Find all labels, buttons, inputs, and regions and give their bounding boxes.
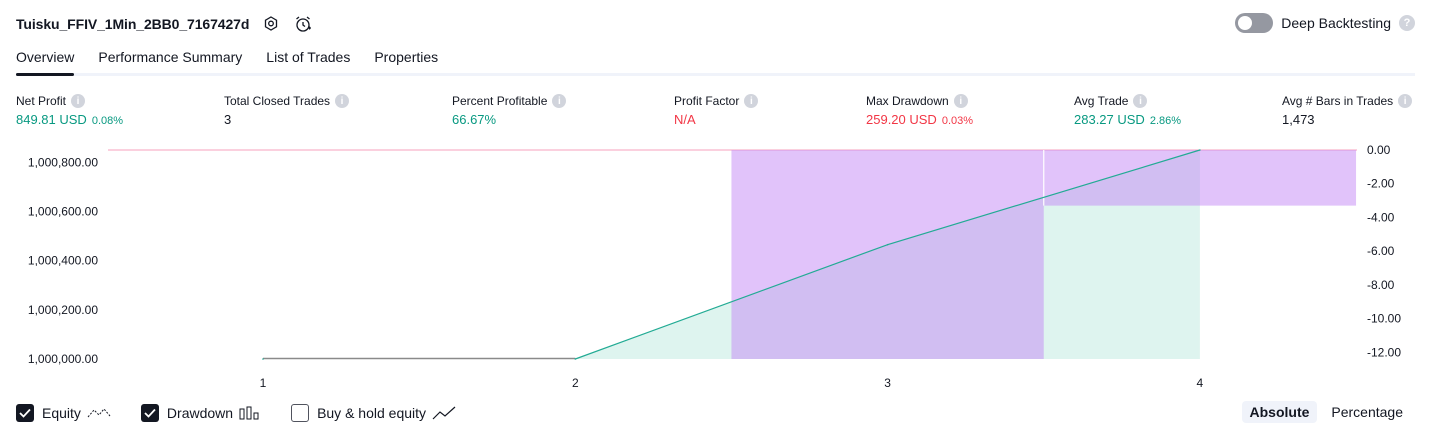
metric-avg-trade: Avg Trade i 283.27 USD 2.86% bbox=[1074, 94, 1181, 127]
metric-label: Avg # Bars in Trades bbox=[1282, 94, 1394, 108]
metric-net-profit: Net Profit i 849.81 USD 0.08% bbox=[16, 94, 123, 127]
right-axis-tick-label: -6.00 bbox=[1367, 244, 1395, 258]
legend-label: Buy & hold equity bbox=[317, 405, 427, 421]
legend-label: Drawdown bbox=[166, 405, 234, 421]
percentage-button[interactable]: Percentage bbox=[1331, 404, 1403, 420]
metric-value: 259.20 USD bbox=[866, 112, 937, 127]
info-icon[interactable]: i bbox=[1398, 94, 1413, 108]
legend-equity[interactable]: Equity bbox=[16, 404, 111, 422]
legend-buy-hold[interactable]: Buy & hold equity bbox=[291, 404, 456, 422]
metric-label: Avg Trade bbox=[1074, 94, 1129, 108]
legend-drawdown[interactable]: Drawdown bbox=[140, 404, 261, 422]
metric-label: Total Closed Trades bbox=[224, 94, 331, 108]
equity-drawdown-chart: 1,000,800.00 1,000,600.00 1,000,400.00 1,00… bbox=[28, 143, 1401, 390]
equity-line-icon bbox=[87, 406, 111, 420]
absolute-button[interactable]: Absolute bbox=[1241, 401, 1318, 423]
legend-label: Equity bbox=[42, 405, 81, 421]
left-axis-tick-label: 1,000,800.00 bbox=[28, 155, 98, 169]
info-icon[interactable]: i bbox=[71, 94, 86, 108]
buy-hold-checkbox[interactable] bbox=[291, 404, 310, 422]
metric-percent: 0.03% bbox=[941, 115, 974, 127]
metric-value: 66.67% bbox=[452, 112, 497, 127]
strategy-header: Tuisku_FFIV_1Min_2BB0_7167427d bbox=[16, 12, 313, 36]
metric-profit-factor: Profit Factor i N/A bbox=[674, 94, 759, 127]
metric-label: Percent Profitable bbox=[452, 94, 548, 108]
metric-label: Profit Factor bbox=[674, 94, 740, 108]
metric-max-drawdown: Max Drawdown i 259.20 USD 0.03% bbox=[866, 94, 973, 127]
metric-value: 849.81 USD bbox=[16, 112, 87, 127]
metric-value: N/A bbox=[674, 112, 696, 127]
left-axis-tick-label: 1,000,600.00 bbox=[28, 204, 98, 218]
info-icon[interactable]: i bbox=[335, 94, 350, 108]
deep-backtesting-toggle[interactable] bbox=[1235, 13, 1274, 33]
right-axis-tick-label: -4.00 bbox=[1367, 210, 1395, 224]
equity-checkbox[interactable] bbox=[16, 404, 34, 422]
metric-total-closed-trades: Total Closed Trades i 3 bbox=[224, 94, 350, 127]
metric-percent-profitable: Percent Profitable i 66.67% bbox=[452, 94, 567, 127]
right-axis-tick-label: -2.00 bbox=[1367, 177, 1395, 191]
info-icon[interactable]: i bbox=[744, 94, 759, 108]
info-icon[interactable]: i bbox=[1133, 94, 1148, 108]
tab-properties[interactable]: Properties bbox=[374, 49, 439, 65]
info-icon[interactable]: i bbox=[552, 94, 567, 108]
metric-percent: 2.86% bbox=[1149, 115, 1182, 127]
toggle-knob bbox=[1238, 16, 1253, 30]
right-axis-tick-label: 0.00 bbox=[1367, 143, 1391, 157]
equity-point-3 bbox=[886, 243, 889, 246]
metric-value: 1,473 bbox=[1282, 112, 1315, 127]
right-axis-tick-label: -8.00 bbox=[1367, 278, 1395, 292]
metric-label: Max Drawdown bbox=[866, 94, 949, 108]
equity-point-2 bbox=[574, 358, 577, 360]
drawdown-checkbox[interactable] bbox=[140, 404, 159, 422]
x-axis-tick-label: 3 bbox=[884, 376, 891, 390]
left-axis-tick-label: 1,000,400.00 bbox=[28, 254, 98, 268]
deep-backtesting-label: Deep Backtesting bbox=[1281, 15, 1391, 31]
equity-point-1 bbox=[262, 358, 264, 360]
drawdown-bars-icon bbox=[239, 406, 261, 420]
metric-value: 283.27 USD bbox=[1074, 112, 1145, 127]
equity-point-4 bbox=[1199, 149, 1201, 151]
metric-label: Net Profit bbox=[16, 94, 67, 108]
right-axis-tick-label: -12.00 bbox=[1367, 345, 1401, 359]
buy-hold-line-icon bbox=[432, 406, 456, 420]
settings-gear-icon[interactable] bbox=[261, 14, 281, 34]
alarm-clock-plus-icon[interactable] bbox=[293, 14, 313, 34]
deep-backtesting-control: Deep Backtesting ? bbox=[1235, 13, 1415, 33]
report-tabs: Overview Performance Summary List of Tra… bbox=[16, 46, 1415, 76]
help-icon[interactable]: ? bbox=[1399, 15, 1415, 31]
tab-list-of-trades[interactable]: List of Trades bbox=[266, 49, 351, 65]
metric-value: 3 bbox=[224, 112, 232, 127]
tab-overview[interactable]: Overview bbox=[16, 46, 75, 76]
info-icon[interactable]: i bbox=[953, 94, 968, 108]
drawdown-bar-2 bbox=[1043, 150, 1357, 206]
right-axis-tick-label: -10.00 bbox=[1367, 312, 1401, 326]
drawdown-bar-1 bbox=[731, 150, 1044, 359]
x-axis-tick-label: 4 bbox=[1197, 376, 1204, 390]
x-axis-tick-label: 2 bbox=[572, 376, 579, 390]
tab-performance-summary[interactable]: Performance Summary bbox=[98, 49, 243, 65]
chart-legend: Equity Drawdown Buy & hold equity bbox=[16, 404, 486, 422]
metric-avg-bars: Avg # Bars in Trades i 1,473 bbox=[1282, 94, 1413, 127]
strategy-title: Tuisku_FFIV_1Min_2BB0_7167427d bbox=[16, 16, 250, 32]
scale-mode-switch: Absolute Percentage bbox=[1241, 401, 1412, 423]
x-axis-tick-label: 1 bbox=[260, 376, 267, 390]
metric-percent: 0.08% bbox=[91, 115, 124, 127]
left-axis-tick-label: 1,000,000.00 bbox=[28, 352, 98, 366]
left-axis-tick-label: 1,000,200.00 bbox=[28, 303, 98, 317]
